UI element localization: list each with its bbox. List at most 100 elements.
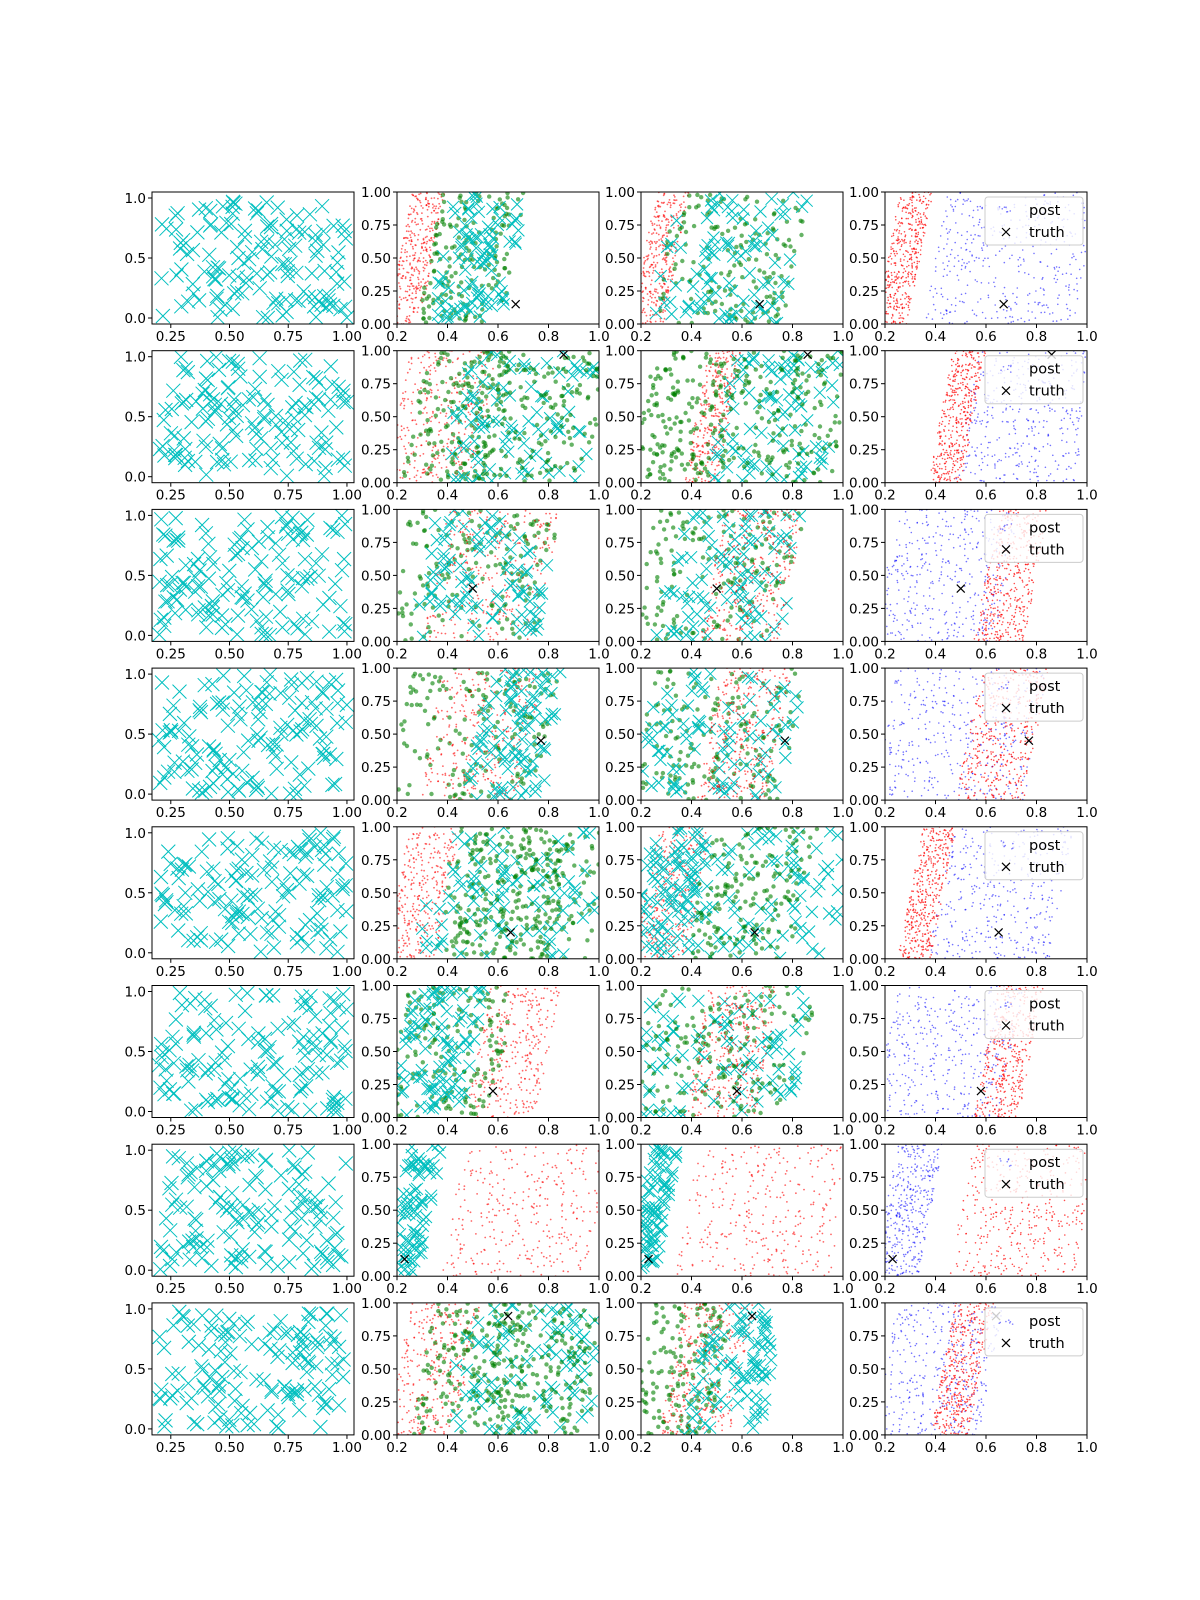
red-sample-point bbox=[700, 403, 702, 405]
red-sample-point bbox=[673, 194, 675, 197]
green-sample-point bbox=[794, 368, 799, 373]
red-sample-point bbox=[649, 248, 651, 250]
green-sample-point bbox=[650, 460, 656, 465]
red-sample-point bbox=[906, 204, 908, 206]
prior-sample-marker bbox=[194, 517, 210, 533]
y-tick-label: 0.0 bbox=[125, 628, 146, 644]
red-sample-point bbox=[649, 295, 652, 298]
red-sample-point bbox=[435, 383, 438, 386]
red-sample-point bbox=[702, 391, 704, 394]
cyan-sample-marker bbox=[697, 263, 711, 276]
red-sample-point bbox=[896, 289, 898, 291]
red-sample-point bbox=[697, 435, 699, 438]
red-sample-point bbox=[915, 268, 918, 270]
prior-sample-marker bbox=[316, 223, 331, 239]
green-sample-point bbox=[682, 210, 687, 216]
post-point bbox=[1074, 352, 1077, 354]
green-sample-point bbox=[654, 391, 659, 396]
red-sample-point bbox=[414, 244, 417, 246]
green-sample-point bbox=[486, 262, 491, 268]
red-sample-point bbox=[907, 217, 909, 220]
green-sample-point bbox=[491, 447, 496, 452]
red-sample-point bbox=[927, 199, 930, 202]
red-sample-point bbox=[965, 352, 967, 355]
red-sample-point bbox=[890, 317, 893, 319]
post-point bbox=[1004, 456, 1007, 458]
red-sample-point bbox=[399, 287, 402, 290]
red-sample-point bbox=[952, 375, 955, 377]
prior-sample-marker bbox=[225, 301, 241, 317]
post-point bbox=[1008, 456, 1010, 458]
red-sample-point bbox=[711, 443, 713, 446]
green-sample-point bbox=[453, 270, 458, 276]
prior-sample-marker bbox=[241, 452, 257, 468]
cyan-sample-marker bbox=[473, 310, 487, 323]
post-point bbox=[1068, 286, 1070, 289]
red-sample-point bbox=[403, 445, 405, 448]
red-sample-point bbox=[898, 276, 900, 278]
red-sample-point bbox=[895, 219, 897, 221]
post-point bbox=[1015, 303, 1018, 305]
green-sample-point bbox=[507, 380, 512, 385]
prior-sample-marker bbox=[152, 441, 168, 457]
red-sample-point bbox=[664, 310, 667, 312]
red-sample-point bbox=[935, 463, 938, 466]
post-point bbox=[976, 447, 978, 449]
red-sample-point bbox=[430, 395, 432, 398]
post-point bbox=[964, 462, 966, 465]
green-sample-point bbox=[500, 222, 505, 228]
red-sample-point bbox=[886, 284, 889, 286]
post-point bbox=[1083, 372, 1086, 374]
green-sample-point bbox=[404, 602, 409, 607]
green-sample-point bbox=[719, 301, 725, 307]
green-sample-point bbox=[734, 425, 739, 431]
prior-sample-marker bbox=[297, 352, 313, 368]
post-point bbox=[1069, 417, 1072, 420]
legend-post-label: post bbox=[1029, 362, 1061, 378]
red-sample-point bbox=[696, 455, 699, 458]
post-point bbox=[1026, 435, 1028, 437]
red-sample-point bbox=[649, 314, 652, 317]
red-sample-point bbox=[969, 399, 972, 402]
cyan-sample-marker bbox=[467, 434, 481, 448]
red-sample-point bbox=[672, 260, 675, 263]
red-sample-point bbox=[960, 423, 963, 426]
red-sample-point bbox=[420, 281, 422, 283]
red-sample-point bbox=[937, 476, 939, 479]
post-point bbox=[1035, 471, 1037, 474]
green-sample-point bbox=[798, 218, 803, 223]
cyan-sample-marker bbox=[814, 360, 827, 374]
y-tick-label: 0.50 bbox=[361, 410, 391, 426]
red-sample-point bbox=[407, 217, 410, 220]
red-sample-point bbox=[920, 245, 923, 247]
green-sample-point bbox=[753, 367, 758, 372]
prior-sample-marker bbox=[323, 520, 338, 536]
red-sample-point bbox=[915, 256, 918, 259]
red-sample-point bbox=[698, 469, 701, 472]
red-sample-point bbox=[422, 261, 425, 263]
prior-sample-marker bbox=[307, 289, 323, 305]
prior-sample-marker bbox=[335, 218, 351, 233]
red-sample-point bbox=[468, 602, 471, 605]
red-sample-point bbox=[966, 355, 968, 358]
red-sample-point bbox=[470, 568, 473, 571]
red-sample-point bbox=[938, 422, 941, 424]
red-sample-point bbox=[409, 234, 411, 236]
red-sample-point bbox=[416, 388, 419, 391]
green-sample-point bbox=[429, 463, 435, 468]
red-sample-point bbox=[967, 406, 970, 409]
red-sample-point bbox=[914, 241, 916, 243]
y-tick-label: 0.75 bbox=[361, 377, 391, 393]
prior-sample-marker bbox=[207, 271, 222, 287]
green-sample-point bbox=[424, 370, 430, 376]
red-sample-point bbox=[467, 404, 469, 406]
green-sample-point bbox=[657, 445, 663, 450]
green-sample-point bbox=[501, 360, 506, 365]
green-sample-point bbox=[706, 289, 711, 295]
green-sample-point bbox=[522, 430, 527, 436]
red-sample-point bbox=[954, 370, 957, 372]
red-sample-point bbox=[971, 350, 974, 353]
green-sample-point bbox=[728, 406, 733, 412]
red-sample-point bbox=[428, 239, 431, 241]
green-sample-point bbox=[564, 418, 570, 423]
